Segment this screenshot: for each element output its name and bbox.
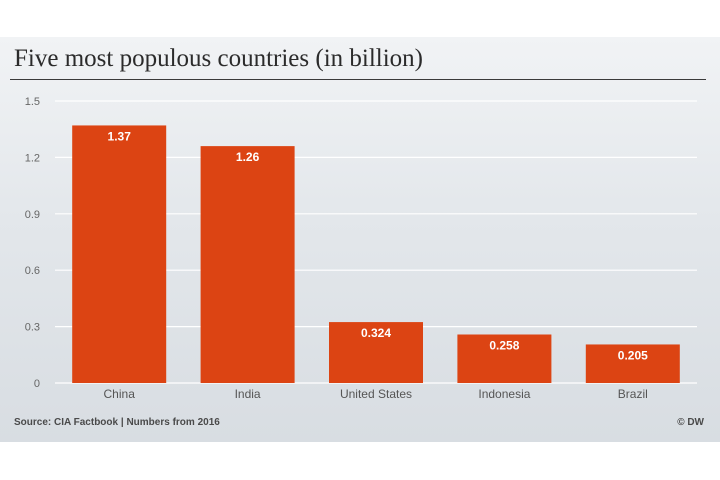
x-tick-label: China [104, 387, 136, 401]
x-tick-label: Brazil [618, 387, 648, 401]
y-tick-label: 0.9 [25, 209, 40, 221]
bar-value-label: 0.258 [489, 338, 519, 352]
y-tick-label: 0 [34, 378, 40, 390]
chart-title: Five most populous countries (in billion… [14, 45, 424, 72]
bar [72, 125, 167, 383]
credit-note: © DW [677, 417, 704, 428]
x-tick-label: India [235, 387, 261, 401]
chart-card: Five most populous countries (in billion… [0, 37, 720, 442]
y-tick-label: 0.3 [25, 322, 40, 334]
title-divider [10, 79, 706, 80]
y-tick-label: 1.2 [25, 152, 40, 164]
bar [200, 146, 295, 383]
y-tick-label: 1.5 [25, 96, 40, 108]
x-tick-label: Indonesia [478, 387, 530, 401]
bar-value-label: 1.37 [108, 129, 132, 143]
bar [457, 334, 552, 383]
bar-value-label: 0.324 [361, 326, 391, 340]
bar-chart: 0 0.3 0.6 0.9 1.2 1.5 1.37 China 1.26 India 0.324 U… [25, 96, 697, 401]
bar [585, 344, 680, 383]
x-tick-label: United States [340, 387, 412, 401]
bar-value-label: 1.26 [236, 150, 260, 164]
y-tick-label: 0.6 [25, 265, 40, 277]
source-note: Source: CIA Factbook | Numbers from 2016 [14, 417, 220, 428]
bar-value-label: 0.205 [618, 348, 648, 362]
bar [329, 322, 423, 383]
